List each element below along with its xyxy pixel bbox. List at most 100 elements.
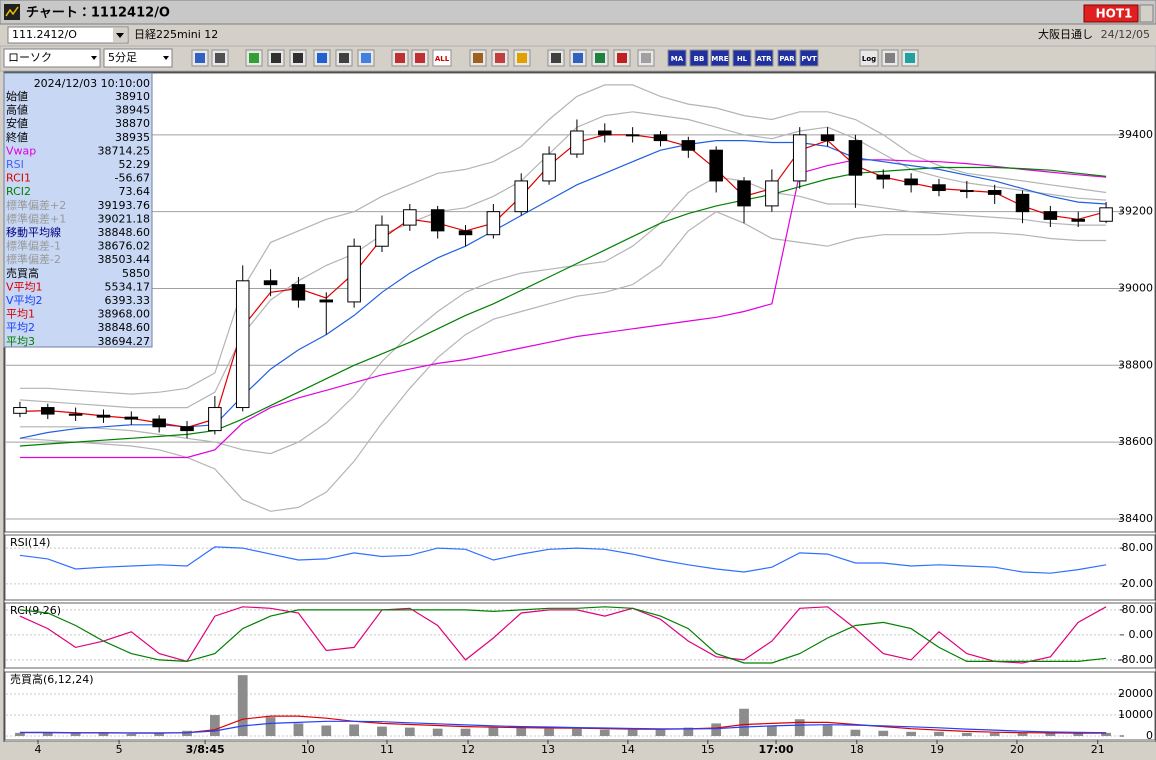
candle-body [876,174,891,180]
toolbar-button-label[interactable]: HL [737,55,748,63]
toolbar-button-label[interactable]: MRE [711,55,728,63]
toolbar-button-label[interactable]: ALL [435,55,450,63]
x-axis-strip [0,742,1156,760]
volume-bar [349,724,359,737]
toolbar-icon-glyph [395,53,405,63]
interval[interactable]: 5分足 [108,51,137,64]
toolbar-button-label[interactable]: BB [694,55,705,63]
volume-bar [98,733,109,737]
panel-background [4,534,1156,601]
chart-panel: 0 10000 20000 売買高(6,12,24) [4,671,1156,742]
x-tick-label: 21 [1091,743,1105,756]
hot-button[interactable] [1083,4,1139,23]
info-label: 安値 [6,117,28,130]
symbol-code[interactable]: 111.2412/O [12,28,77,41]
toolbar-button[interactable] [732,49,752,67]
volume-bar [432,728,443,737]
window-title: チャート：1112412/O [26,6,170,21]
volume-bar [460,728,471,737]
volume-bar [182,730,192,737]
toolbar-button[interactable] [859,49,879,67]
info-label: 標準偏差+1 [6,211,66,225]
toolbar-button[interactable] [799,49,819,67]
volume-bar [1045,732,1056,737]
hot-button-label[interactable]: HOT1 [1096,7,1133,21]
volume-bar [293,723,304,737]
volume-bar [739,708,749,737]
candle-body [319,299,334,303]
info-label: 平均3 [6,334,35,348]
volume-bar [878,730,889,737]
candle-body [180,426,194,432]
toolbar-button-label[interactable]: MA [671,55,684,63]
chart-type[interactable]: ローソク [8,51,52,64]
panels: 38400 38600 38800 39000 39200 39400 20.00 80.00… [4,72,1156,742]
y-tick-label: 39200 [1118,205,1153,218]
toolbar-button[interactable] [754,49,774,67]
y-tick-label: 39000 [1118,281,1153,294]
candle-body [68,413,83,416]
candle-body [1043,211,1058,220]
info-value: 39021.18 [98,212,151,225]
toolbar-button[interactable] [432,49,452,67]
indicator-line [19,134,1107,429]
dropdown-arrow [116,33,124,38]
candle-body [904,178,918,186]
toolbar-icon-glyph [317,53,327,63]
indicator-line [19,111,1107,409]
candle-body [430,209,445,232]
volume-bar [711,723,722,737]
x-tick-label: 13 [541,743,555,756]
info-label: 売買高 [6,266,39,280]
volume-bar [265,717,276,737]
volume-bar [210,715,220,737]
toolbar-button-label[interactable]: ATR [756,55,772,63]
info-value: 5850 [122,267,150,280]
info-rows: 始値 38910 高値 38945 安値 38870 終値 38935 Vwap 38714.25… [6,89,150,348]
y-tick-label: 80.00 [1122,541,1154,554]
y-tick-label: 20000 [1118,687,1153,700]
info-value: 5534.17 [105,280,151,293]
y-tick-label: 38400 [1118,512,1153,525]
volume-bar [627,729,638,737]
app-icon-graph [5,6,19,17]
chart-type-select[interactable] [3,48,101,68]
toolbar-button-label[interactable]: PAR [779,55,795,63]
volume-bar [1073,733,1084,737]
candle-body [848,140,863,176]
info-value: 52.29 [119,158,151,171]
toolbar-button[interactable] [777,49,797,67]
candle-body [932,184,946,192]
header-date: 24/12/05 [1101,28,1150,41]
info-value: 38935 [115,131,150,144]
x-tick-label: 4 [35,743,42,756]
x-tick-label: 17:00 [759,743,794,756]
close-button[interactable] [1139,4,1154,23]
info-label: 標準偏差+2 [6,198,66,212]
interval-select[interactable] [103,48,173,68]
volume-bar [1017,732,1028,737]
dropdown-arrow [163,56,169,60]
toolbar-button-label[interactable]: PVT [801,55,817,63]
toolbar-button[interactable] [667,49,687,67]
candle-body [263,280,278,286]
toolbar-icon-glyph [617,53,627,63]
toolbar-button[interactable] [710,49,730,67]
panel-title: RSI(14) [10,536,50,549]
indicator-line [19,140,1107,439]
info-value: 38870 [115,117,150,130]
toolbar-icon-glyph [551,53,561,63]
symbol-input[interactable] [7,26,129,44]
candle-body [987,190,1002,195]
toolbar-button[interactable] [689,49,709,67]
toolbar-button-label[interactable]: Log [862,55,876,63]
volume-bar [683,727,694,737]
candle-body [96,414,111,418]
volume-bar [989,732,1000,737]
chart-panel: 38400 38600 38800 39000 39200 39400 [4,72,1156,533]
volume-bar [42,732,53,737]
dropdown-arrow [91,56,97,60]
info-label: 標準偏差-2 [6,252,61,266]
volume-bar [544,728,554,737]
